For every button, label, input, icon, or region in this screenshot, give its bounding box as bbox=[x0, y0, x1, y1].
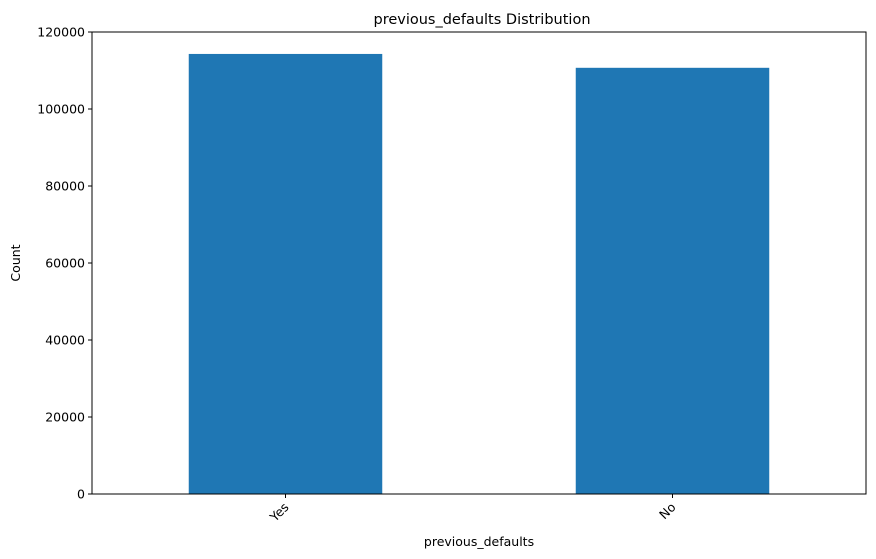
x-axis-label: previous_defaults bbox=[424, 534, 534, 549]
x-tick-label: Yes bbox=[266, 500, 292, 526]
y-tick-label: 120000 bbox=[37, 25, 85, 40]
y-tick-label: 60000 bbox=[45, 256, 85, 271]
y-tick-label: 0 bbox=[77, 487, 85, 502]
x-tick-label: No bbox=[656, 500, 679, 523]
y-tick-label: 80000 bbox=[45, 179, 85, 194]
chart-title: previous_defaults Distribution bbox=[373, 12, 590, 28]
y-tick-label: 100000 bbox=[37, 102, 85, 117]
y-axis: 0 20000 40000 60000 80000 100000 120000 bbox=[37, 25, 92, 502]
y-tick-label: 40000 bbox=[45, 333, 85, 348]
bars-layer bbox=[188, 53, 770, 495]
x-axis: Yes No bbox=[266, 494, 679, 525]
y-tick-label: 20000 bbox=[45, 410, 85, 425]
bar-no bbox=[575, 67, 770, 495]
bar-yes bbox=[188, 53, 383, 494]
y-axis-label: Count bbox=[8, 244, 23, 281]
